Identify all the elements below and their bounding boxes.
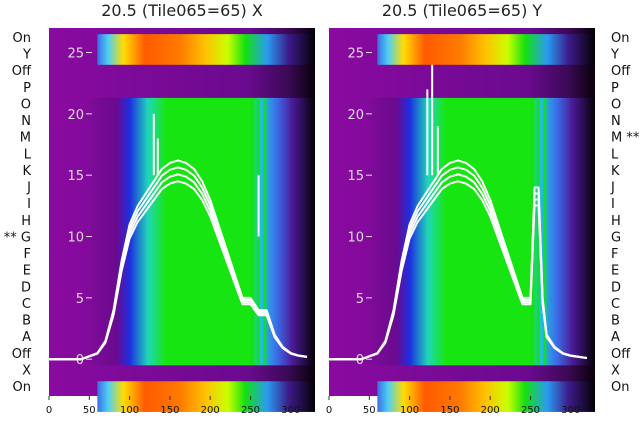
row-label: N	[611, 114, 621, 129]
row-label: P	[23, 81, 31, 96]
y-tick-label: 5	[76, 292, 84, 307]
row-label: M **	[611, 131, 640, 146]
main-signal-band	[89, 97, 315, 366]
main-signal-band	[369, 97, 595, 366]
left-white-trace	[49, 113, 308, 361]
x-tick-label: 200	[481, 405, 500, 416]
left-x-ticks: 0 50 100 150 200 250 300	[46, 396, 300, 416]
right-heatmap-panel: 20.5 (Tile065=65) Y 0 5 10 15 20 25 0 50 100 150…	[326, 1, 640, 416]
x-tick-label: 50	[363, 405, 376, 416]
x-tick-label: 150	[440, 405, 459, 416]
trace-line	[329, 180, 588, 361]
right-y-ticks: 0 5 10 15 20 25	[347, 47, 372, 368]
vertical-stripe	[543, 97, 547, 366]
row-label: On	[13, 31, 31, 46]
row-label: H	[21, 214, 31, 229]
y-tick-label: 20	[67, 108, 84, 123]
vertical-stripe	[263, 97, 267, 366]
x-tick-label: 50	[83, 405, 96, 416]
y-tick-label: 25	[67, 47, 84, 62]
row-label: Off	[611, 347, 631, 362]
row-label: J	[610, 181, 615, 196]
row-label: O	[21, 97, 31, 112]
row-label: F	[611, 247, 618, 262]
x-tick-label: 100	[120, 405, 139, 416]
x-tick-label: 300	[561, 405, 580, 416]
y-tick-label: 15	[67, 169, 84, 184]
row-label: A	[611, 330, 620, 345]
row-label: D	[21, 280, 31, 295]
x-tick-label: 300	[281, 405, 300, 416]
row-label: A	[22, 330, 31, 345]
row-label: C	[22, 297, 31, 312]
x-tick-label: 250	[241, 405, 260, 416]
row-label: M	[20, 131, 31, 146]
row-label: C	[611, 297, 620, 312]
row-label: On	[611, 380, 629, 395]
x-tick-label: 200	[201, 405, 220, 416]
row-label: Off	[12, 64, 32, 79]
x-tick-label: 100	[400, 405, 419, 416]
vertical-stripe	[250, 97, 254, 366]
row-label: G	[611, 230, 621, 245]
row-label: E	[611, 264, 619, 279]
top-reference-band	[97, 34, 315, 65]
row-label: On	[611, 31, 629, 46]
y-tick-label: 5	[356, 292, 364, 307]
right-panel-title: 20.5 (Tile065=65) Y	[382, 1, 543, 20]
row-label: X	[22, 363, 31, 378]
trace-line	[49, 180, 308, 361]
row-label: B	[22, 314, 31, 329]
y-tick-label: 25	[347, 47, 364, 62]
row-label: Off	[611, 64, 631, 79]
right-heatmap-bands	[369, 34, 595, 412]
row-label: H	[611, 214, 621, 229]
row-label: I	[27, 197, 31, 212]
y-tick-label: 15	[347, 169, 364, 184]
x-tick-label: 250	[521, 405, 540, 416]
top-reference-band	[377, 34, 595, 65]
vertical-stripe	[536, 97, 540, 366]
row-label: N	[21, 114, 31, 129]
y-tick-label: 0	[76, 353, 84, 368]
row-label: D	[611, 280, 621, 295]
bottom-reference-band	[377, 381, 595, 412]
row-label: Off	[12, 347, 32, 362]
x-tick-label: 0	[46, 405, 52, 416]
y-tick-label: 20	[347, 108, 364, 123]
row-label: E	[23, 264, 31, 279]
y-tick-label: 0	[356, 353, 364, 368]
row-label: L	[24, 147, 32, 162]
row-label: Y	[22, 48, 31, 63]
x-tick-label: 0	[326, 405, 332, 416]
row-label: K	[22, 164, 31, 179]
row-label: J	[26, 181, 31, 196]
left-y-ticks: 0 5 10 15 20 25	[67, 47, 92, 368]
right-x-ticks: 0 50 100 150 200 250 300	[326, 396, 580, 416]
row-label: F	[24, 247, 31, 262]
row-label: On	[13, 380, 31, 395]
row-label: ** G	[4, 230, 31, 245]
y-tick-label: 10	[67, 231, 84, 246]
left-heatmap-panel: 20.5 (Tile065=65) X 0 5 10 15 20 25 0 50 100 150…	[4, 1, 315, 416]
row-label: L	[611, 147, 619, 162]
row-label: Y	[610, 48, 619, 63]
bottom-reference-band	[97, 381, 315, 412]
right-white-trace	[329, 64, 588, 361]
row-label: P	[611, 81, 619, 96]
y-tick-label: 10	[347, 231, 364, 246]
row-label: B	[611, 314, 620, 329]
x-tick-label: 150	[160, 405, 179, 416]
row-label: K	[611, 164, 620, 179]
left-panel-title: 20.5 (Tile065=65) X	[101, 1, 263, 20]
row-label: I	[611, 197, 615, 212]
row-label: O	[611, 97, 621, 112]
row-label: X	[611, 363, 620, 378]
